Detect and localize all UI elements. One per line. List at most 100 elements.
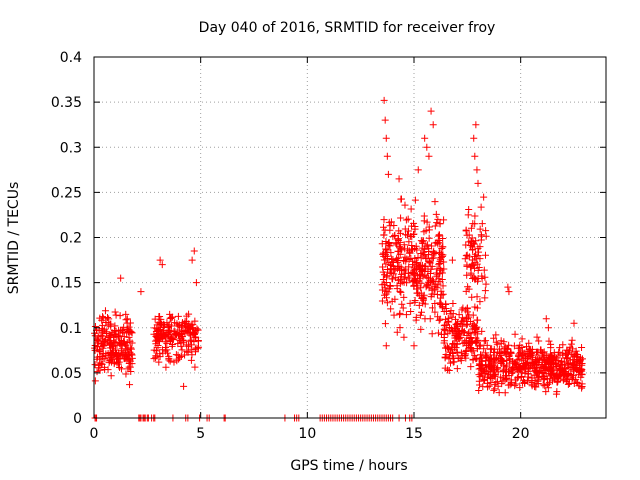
data-point xyxy=(387,249,395,257)
data-point xyxy=(451,324,459,332)
data-point xyxy=(535,337,543,345)
data-point xyxy=(472,121,480,129)
data-point xyxy=(91,361,99,369)
data-point xyxy=(419,239,427,247)
data-point xyxy=(502,350,510,358)
x-tick-label: 0 xyxy=(90,426,99,442)
data-point xyxy=(165,352,173,360)
data-point xyxy=(420,295,428,303)
x-tick-label: 20 xyxy=(512,426,530,442)
data-point xyxy=(408,245,416,253)
data-point xyxy=(514,351,522,359)
data-point xyxy=(439,235,447,243)
data-point xyxy=(111,308,119,316)
data-point xyxy=(431,198,439,206)
data-point xyxy=(381,284,389,292)
data-point xyxy=(411,225,419,233)
data-point xyxy=(478,369,486,377)
data-point xyxy=(467,333,475,341)
data-point xyxy=(503,367,511,375)
data-point xyxy=(95,364,103,372)
data-point xyxy=(503,361,511,369)
x-tick-label: 10 xyxy=(298,426,316,442)
data-point xyxy=(380,256,388,264)
data-point xyxy=(187,336,195,344)
data-point xyxy=(411,254,419,262)
data-point xyxy=(150,355,158,363)
data-point xyxy=(462,348,470,356)
data-point xyxy=(524,364,532,372)
data-point xyxy=(528,376,536,384)
data-point xyxy=(155,358,163,366)
data-point xyxy=(564,372,572,380)
data-point xyxy=(382,342,390,350)
data-point xyxy=(453,349,461,357)
data-point xyxy=(457,317,465,325)
data-point xyxy=(174,312,182,320)
data-point xyxy=(516,384,524,392)
data-point xyxy=(112,355,120,363)
data-point xyxy=(469,311,477,319)
data-point xyxy=(504,345,512,353)
data-point xyxy=(542,351,550,359)
data-point xyxy=(563,346,571,354)
data-point xyxy=(126,319,134,327)
data-point xyxy=(493,340,501,348)
data-point xyxy=(523,377,531,385)
data-point xyxy=(427,269,435,277)
data-point xyxy=(105,315,113,323)
data-point xyxy=(106,357,114,365)
data-point xyxy=(476,381,484,389)
data-point xyxy=(480,345,488,353)
data-point xyxy=(556,351,564,359)
data-point xyxy=(384,288,392,296)
data-point xyxy=(193,325,201,333)
data-point xyxy=(383,152,391,160)
data-point xyxy=(408,261,416,269)
data-point xyxy=(421,134,429,142)
chart-title: Day 040 of 2016, SRMTID for receiver fro… xyxy=(199,20,496,36)
data-point xyxy=(407,308,415,316)
data-point xyxy=(435,254,443,262)
data-point xyxy=(127,368,135,376)
data-point xyxy=(483,353,491,361)
data-point xyxy=(476,351,484,359)
data-point xyxy=(115,338,123,346)
data-point xyxy=(569,345,577,353)
data-point xyxy=(91,377,99,385)
data-point xyxy=(158,331,166,339)
data-point xyxy=(482,349,490,357)
data-point xyxy=(499,356,507,364)
data-point xyxy=(404,274,412,282)
data-point xyxy=(553,370,561,378)
data-point xyxy=(410,342,418,350)
data-point xyxy=(440,307,448,315)
data-point xyxy=(155,332,163,340)
data-point xyxy=(155,319,163,327)
data-point xyxy=(425,234,433,242)
data-point xyxy=(97,331,105,339)
data-point xyxy=(517,373,525,381)
data-point xyxy=(490,348,498,356)
data-point xyxy=(425,152,433,160)
data-point xyxy=(380,252,388,260)
data-point xyxy=(427,293,435,301)
data-point xyxy=(470,134,478,142)
data-point xyxy=(172,351,180,359)
data-point xyxy=(570,319,578,327)
data-point xyxy=(181,351,189,359)
data-point xyxy=(546,355,554,363)
data-point xyxy=(396,280,404,288)
data-point xyxy=(380,223,388,231)
data-point xyxy=(436,299,444,307)
data-point xyxy=(428,286,436,294)
data-point xyxy=(465,337,473,345)
data-point xyxy=(126,381,134,389)
data-point xyxy=(468,293,476,301)
data-point xyxy=(534,374,542,382)
data-point xyxy=(399,304,407,312)
data-point xyxy=(110,326,118,334)
data-point xyxy=(501,389,509,397)
data-point xyxy=(384,170,392,178)
